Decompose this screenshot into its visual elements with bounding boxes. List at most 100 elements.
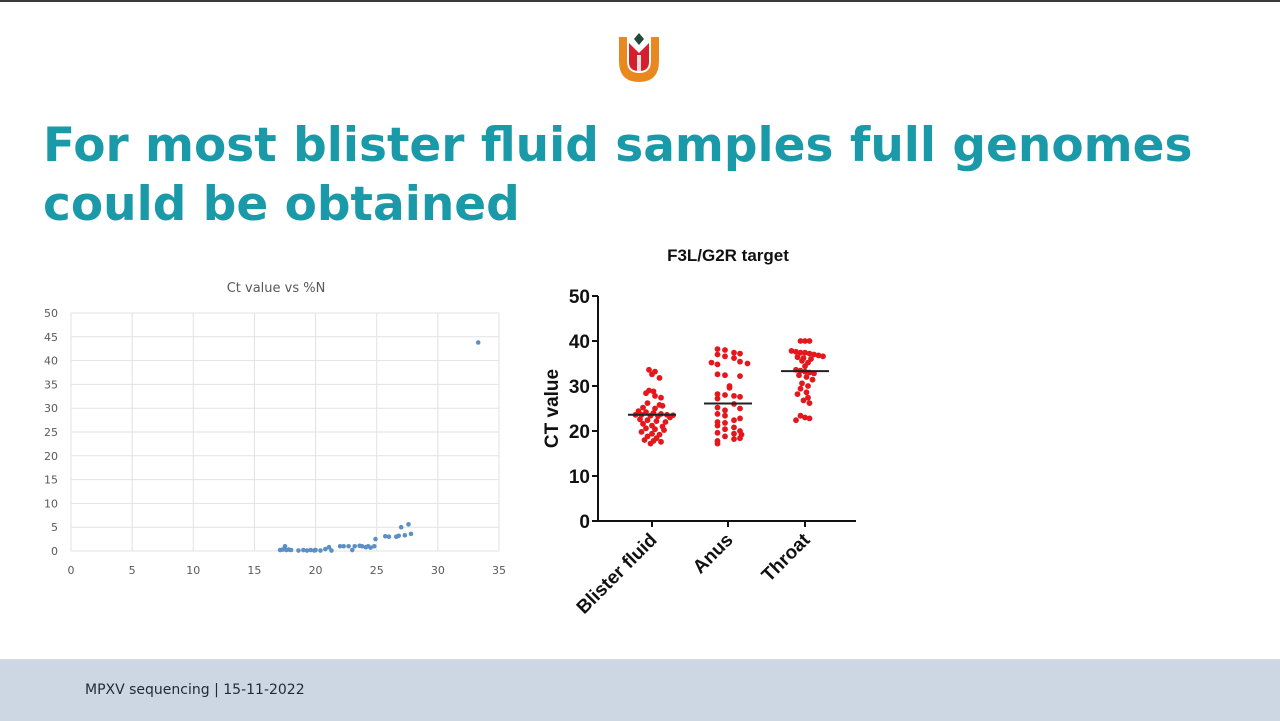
- data-point: [802, 338, 808, 344]
- y-tick-label: 45: [44, 331, 58, 344]
- f3l-g2r-dot-plot: F3L/G2R target 0 10 20 30 40 50 CT value Blister…: [530, 235, 890, 645]
- data-point: [731, 430, 737, 437]
- data-point: [805, 383, 811, 389]
- data-point: [318, 548, 323, 553]
- data-point: [714, 429, 721, 436]
- top-border: [0, 0, 1280, 2]
- data-point: [714, 351, 721, 358]
- x-tick-label: 0: [68, 564, 75, 577]
- data-point: [643, 390, 649, 397]
- data-point: [661, 427, 667, 433]
- data-point: [646, 366, 652, 373]
- data-point: [722, 347, 728, 353]
- data-point: [341, 543, 346, 549]
- data-point: [788, 348, 795, 354]
- data-point: [722, 392, 728, 398]
- data-point: [659, 402, 666, 409]
- data-point: [714, 371, 721, 378]
- data-point: [722, 407, 728, 414]
- y-tick-label: 50: [569, 287, 590, 308]
- data-point: [714, 422, 721, 429]
- data-point: [722, 372, 728, 379]
- data-point: [809, 376, 816, 383]
- data-point: [803, 374, 810, 380]
- data-point: [640, 404, 646, 411]
- data-point: [722, 433, 728, 440]
- data-point: [737, 415, 743, 422]
- data-point: [737, 393, 743, 400]
- data-point: [744, 360, 751, 367]
- data-point: [800, 397, 807, 404]
- x-tick-label: 25: [370, 564, 384, 577]
- slide-title-line-1: For most blister fluid samples full geno…: [43, 118, 1193, 173]
- scatter-gridlines: [70, 312, 500, 552]
- data-point: [714, 346, 721, 352]
- data-point: [805, 394, 811, 401]
- scatter-points: [277, 340, 481, 553]
- data-point: [288, 547, 294, 553]
- data-point: [714, 411, 721, 417]
- data-point: [714, 391, 721, 397]
- category-label: Anus: [689, 530, 737, 578]
- data-point: [722, 426, 728, 433]
- data-point: [641, 437, 648, 443]
- data-point: [714, 404, 721, 411]
- data-point: [722, 412, 728, 419]
- data-point: [737, 405, 743, 412]
- data-point: [373, 536, 378, 542]
- data-point: [329, 548, 334, 553]
- data-point: [708, 359, 715, 366]
- data-point: [806, 415, 813, 422]
- data-point: [796, 372, 802, 379]
- series-throat: [781, 338, 829, 424]
- data-point: [658, 394, 664, 401]
- y-tick-label: 30: [569, 377, 590, 398]
- data-point: [806, 338, 813, 344]
- slide-title: For most blister fluid samples full geno…: [43, 116, 1243, 234]
- y-tick-label: 40: [44, 355, 58, 368]
- data-point: [652, 393, 658, 399]
- data-point: [640, 420, 646, 427]
- data-point: [296, 548, 301, 553]
- data-point: [653, 418, 660, 424]
- y-tick-label: 0: [579, 512, 590, 533]
- data-point: [820, 353, 826, 360]
- data-point: [658, 438, 664, 445]
- data-point: [323, 546, 328, 552]
- data-point: [797, 412, 804, 419]
- category-label: Blister fluid: [573, 530, 662, 619]
- ct-vs-n-scatter-chart: 0 5 10 15 20 25 30 35 40 45 50 0 5 10 15 20 25 30 35 Ct val…: [20, 270, 520, 590]
- x-tick-label: 5: [129, 564, 136, 577]
- data-point: [662, 419, 669, 425]
- footer-text: MPXV sequencing | 15-11-2022: [85, 682, 305, 698]
- data-point: [806, 400, 813, 406]
- series-blister-fluid: [628, 366, 676, 447]
- data-point: [368, 545, 373, 550]
- data-point: [797, 385, 804, 392]
- data-point: [731, 349, 737, 356]
- slide-title-line-2: could be obtained: [43, 177, 520, 232]
- data-point: [649, 371, 655, 378]
- y-tick-label: 5: [51, 521, 58, 534]
- y-tick-label: 15: [44, 474, 58, 487]
- data-point: [811, 351, 817, 358]
- data-point: [731, 436, 737, 442]
- data-point: [793, 417, 799, 424]
- data-point: [649, 430, 655, 437]
- x-tick-label: 20: [309, 564, 323, 577]
- f3l-g2r-dot-plot-svg: F3L/G2R target 0 10 20 30 40 50 CT value Blister…: [542, 246, 856, 619]
- y-tick-label: 30: [44, 402, 58, 415]
- data-point: [799, 380, 805, 387]
- data-point: [282, 543, 288, 549]
- data-point: [731, 355, 737, 361]
- data-point: [667, 414, 673, 421]
- y-tick-label: 0: [51, 545, 58, 558]
- data-point: [406, 522, 411, 527]
- data-point: [346, 543, 351, 549]
- data-point: [352, 543, 358, 549]
- data-point: [714, 395, 721, 402]
- y-tick-label: 20: [44, 450, 58, 463]
- data-point: [737, 373, 743, 379]
- data-point: [726, 384, 733, 391]
- data-point: [794, 354, 801, 361]
